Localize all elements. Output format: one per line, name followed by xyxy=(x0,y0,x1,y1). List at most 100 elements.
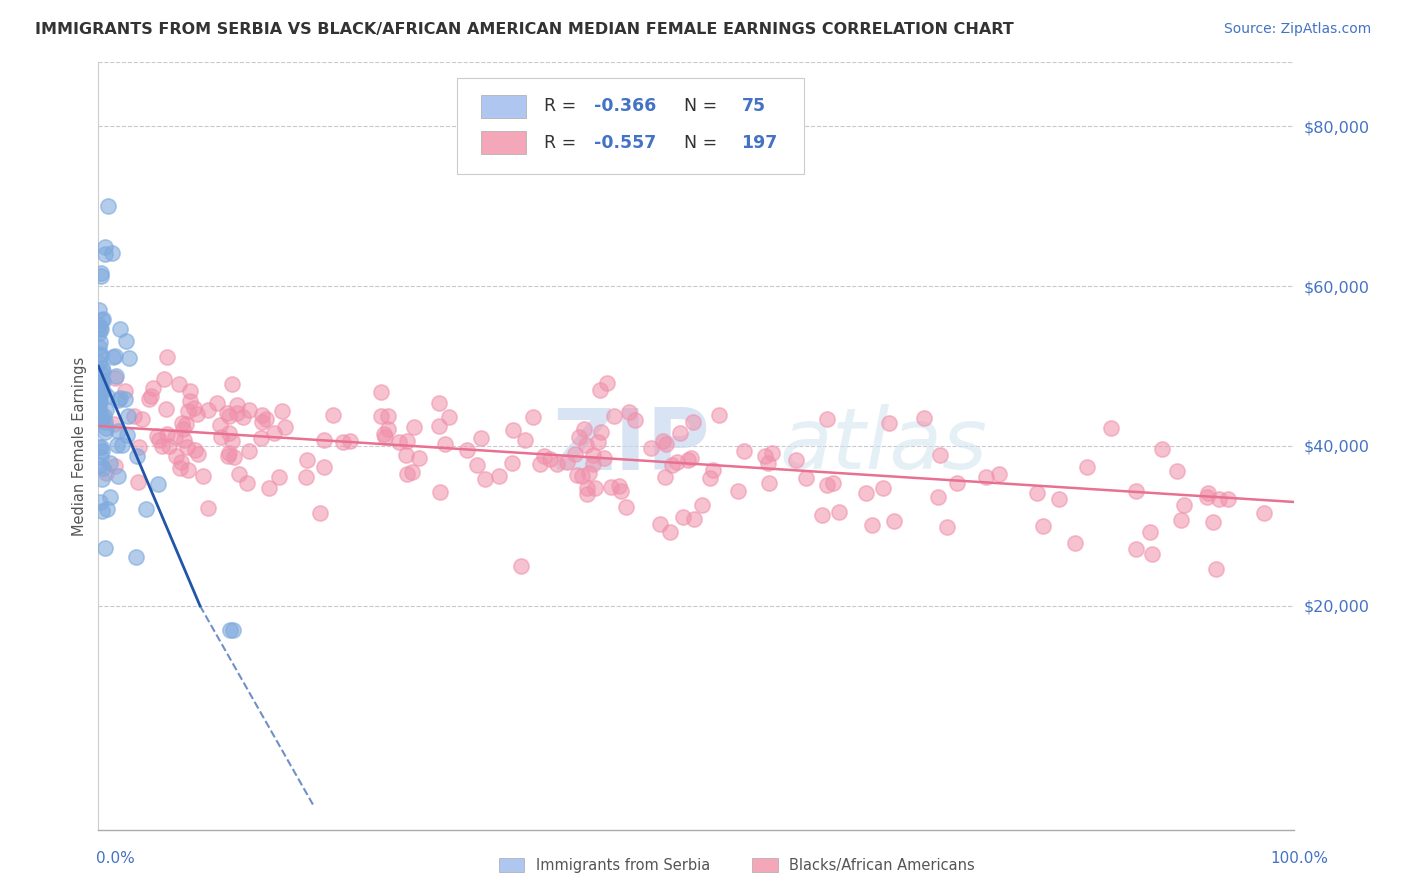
Point xyxy=(91,312,114,326)
Point xyxy=(218,446,240,460)
Point xyxy=(89,303,111,318)
Point xyxy=(370,385,392,400)
Point xyxy=(727,483,749,498)
Point xyxy=(93,415,115,429)
Point xyxy=(254,412,277,426)
Point xyxy=(1173,498,1195,512)
Point xyxy=(709,408,731,422)
Point xyxy=(988,467,1011,481)
Point xyxy=(572,422,595,436)
Point xyxy=(912,410,935,425)
Point xyxy=(87,347,110,361)
Point xyxy=(794,471,817,485)
Point xyxy=(103,350,125,364)
Point xyxy=(1152,442,1174,457)
Point xyxy=(640,442,662,456)
Point xyxy=(170,416,193,430)
Point xyxy=(679,450,702,465)
Point xyxy=(104,350,127,364)
Point xyxy=(586,434,609,449)
Point xyxy=(226,398,249,412)
Point xyxy=(93,247,115,261)
Point xyxy=(94,240,117,254)
Point xyxy=(815,478,838,492)
Point xyxy=(87,403,110,417)
Point xyxy=(1032,519,1054,533)
Point xyxy=(117,409,139,424)
Point xyxy=(100,456,122,470)
Point xyxy=(197,500,219,515)
Point xyxy=(163,429,186,443)
Point xyxy=(488,469,510,483)
Point xyxy=(89,394,111,409)
Point xyxy=(575,487,598,501)
Point xyxy=(599,480,621,494)
Point xyxy=(122,409,145,423)
Point xyxy=(138,392,160,406)
Point xyxy=(172,422,194,436)
Point xyxy=(107,424,129,438)
Point xyxy=(565,468,588,483)
Point xyxy=(87,356,110,370)
Point xyxy=(90,266,112,280)
Point xyxy=(218,623,240,637)
Point xyxy=(682,512,704,526)
Point xyxy=(250,415,273,429)
Point xyxy=(96,389,118,403)
Point xyxy=(439,409,461,424)
Point xyxy=(429,484,451,499)
Point xyxy=(222,623,245,637)
Point xyxy=(1253,506,1275,520)
Point xyxy=(582,458,605,472)
Point xyxy=(90,322,112,336)
Point xyxy=(648,516,671,531)
Point xyxy=(155,401,177,416)
Point xyxy=(427,419,450,434)
Point xyxy=(90,440,112,454)
Point xyxy=(433,437,456,451)
Point xyxy=(169,460,191,475)
Point xyxy=(94,425,117,439)
Point xyxy=(107,392,129,407)
Point xyxy=(655,437,678,451)
Point xyxy=(174,417,197,431)
Point xyxy=(115,334,138,348)
Point xyxy=(501,456,523,470)
Point xyxy=(87,387,110,401)
Point xyxy=(811,508,834,522)
Point xyxy=(401,465,423,479)
Point xyxy=(94,421,117,435)
Point xyxy=(90,366,112,380)
Point xyxy=(591,425,613,440)
Point xyxy=(90,504,112,518)
Point xyxy=(676,452,699,467)
Point xyxy=(1202,515,1225,529)
Point xyxy=(699,470,721,484)
Point xyxy=(470,431,492,445)
Point xyxy=(515,433,537,447)
Point xyxy=(226,406,249,420)
Point xyxy=(596,376,619,391)
Point xyxy=(314,460,336,475)
Point xyxy=(671,509,693,524)
Point xyxy=(187,447,209,461)
Point xyxy=(529,458,551,472)
Point xyxy=(146,428,169,442)
Point xyxy=(1218,491,1240,506)
Point xyxy=(91,384,114,399)
Point xyxy=(191,469,214,483)
Point xyxy=(1139,525,1161,540)
Point xyxy=(114,392,136,406)
Point xyxy=(1170,513,1192,527)
Point xyxy=(93,409,115,423)
Point xyxy=(690,498,713,512)
Point xyxy=(157,439,180,453)
Point xyxy=(104,370,127,384)
Text: N =: N = xyxy=(673,134,723,152)
Point xyxy=(571,468,593,483)
Point xyxy=(927,491,949,505)
Point xyxy=(654,470,676,484)
Point xyxy=(575,481,598,495)
Point xyxy=(87,326,110,340)
Point xyxy=(396,467,419,482)
